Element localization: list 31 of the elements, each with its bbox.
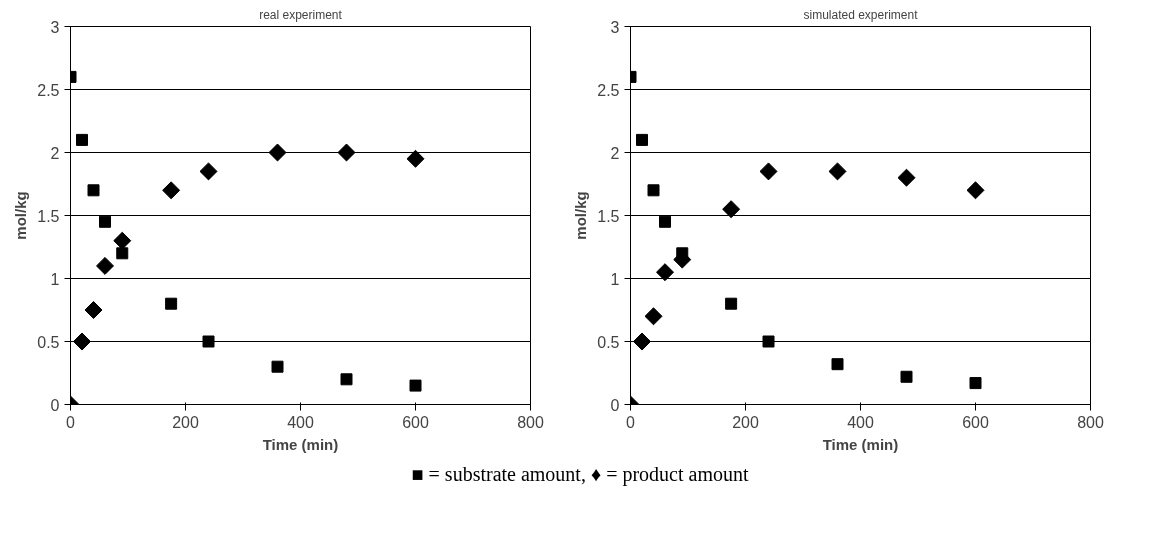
x-tick-label: 800 <box>517 413 544 431</box>
y-tick-label: 2 <box>610 144 620 162</box>
y-tick-label: 0.5 <box>37 333 60 351</box>
x-tick-label: 800 <box>1077 413 1104 431</box>
y-tick-label: 1 <box>610 270 620 288</box>
x-tick-label: 200 <box>172 413 199 431</box>
x-tick-label: 600 <box>962 413 989 431</box>
y-tick-label: 2.5 <box>597 81 620 99</box>
y-tick-label: 1.5 <box>37 207 60 225</box>
y-tick-label: 3 <box>610 18 620 36</box>
y-tick-label: 3 <box>50 18 60 36</box>
x-axis-title: Time (min) <box>822 435 899 453</box>
y-tick-label: 1.5 <box>597 207 620 225</box>
x-tick-label: 400 <box>847 413 874 431</box>
y-tick-label: 0 <box>610 396 620 414</box>
chart-title: simulated experiment <box>803 7 919 22</box>
y-tick-label: 2 <box>50 144 60 162</box>
x-tick-label: 200 <box>732 413 759 431</box>
chart-title: real experiment <box>259 7 343 22</box>
y-tick-label: 1 <box>50 270 60 288</box>
x-tick-label: 600 <box>402 413 429 431</box>
text: ■ = substrate amount, ♦ = product amount <box>411 462 749 488</box>
y-tick-label: 0.5 <box>597 333 620 351</box>
y-axis-title: mol/kg <box>12 191 30 240</box>
x-tick-label: 0 <box>626 413 636 431</box>
x-tick-label: 0 <box>66 413 76 431</box>
x-axis-title: Time (min) <box>262 435 339 453</box>
y-axis-title: mol/kg <box>572 191 590 240</box>
y-tick-label: 0 <box>50 396 60 414</box>
y-tick-label: 2.5 <box>37 81 60 99</box>
x-tick-label: 400 <box>287 413 314 431</box>
